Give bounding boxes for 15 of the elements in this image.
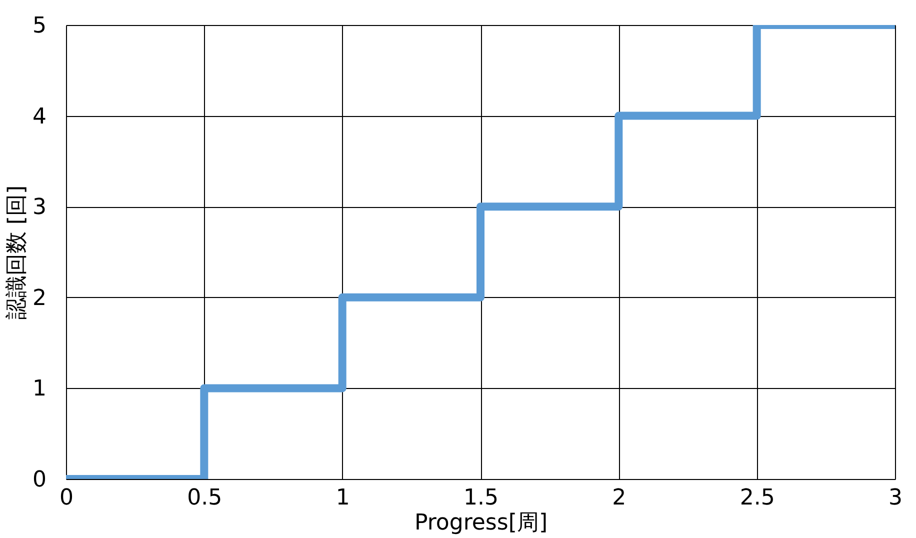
- y-tick-label: 1: [32, 376, 46, 402]
- x-axis-title: Progress[周]: [414, 510, 548, 536]
- x-tick-label: 0.5: [187, 486, 222, 510]
- x-tick-label: 2: [612, 486, 626, 510]
- x-tick-label: 2.5: [740, 486, 775, 510]
- y-tick-label: 0: [32, 468, 46, 492]
- x-tick-label: 1: [336, 486, 350, 510]
- y-tick-label: 5: [32, 14, 46, 38]
- x-tick-label: 1.5: [464, 486, 498, 510]
- y-axis-title: 認識回数 [回]: [4, 185, 30, 320]
- y-tick-label: 4: [32, 104, 46, 130]
- y-tick-label: 2: [32, 286, 46, 311]
- x-tick-label: 3: [888, 486, 902, 510]
- x-tick-label: 0: [60, 486, 74, 510]
- y-tick-label: 3: [32, 195, 46, 220]
